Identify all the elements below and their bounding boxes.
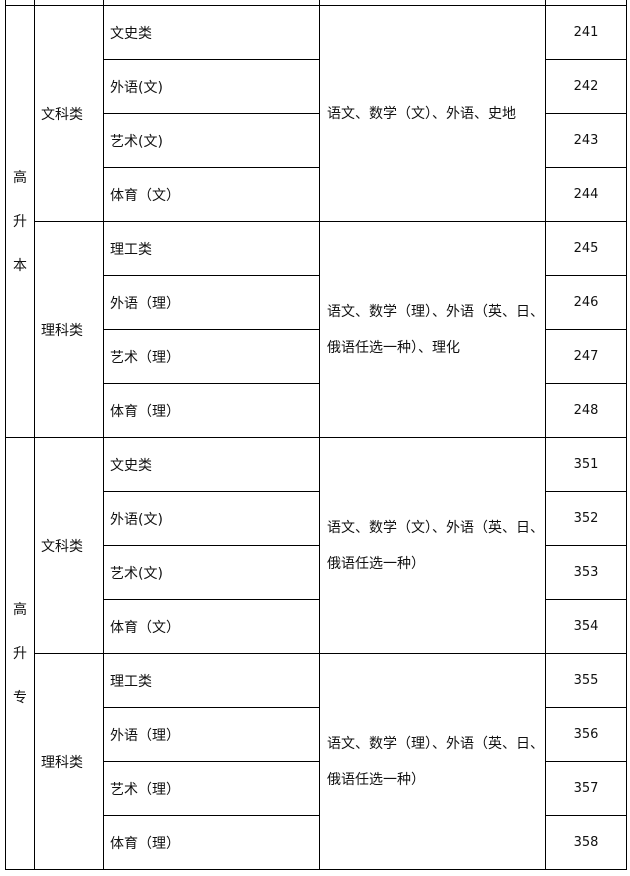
table-row: 外语(文) 352 [6,491,627,546]
major-cell: 外语（理） [103,707,320,762]
table-row: 体育（文） 354 [6,599,627,654]
level-char: 升 [13,645,27,662]
code-cell: 246 [545,275,627,330]
subjects-cell: 语文、数学（文）、外语（英、日、俄语任选一种） [319,437,546,654]
table-row: 艺术（理） 357 [6,761,627,816]
table-row: 理科类 理工类 语文、数学（理）、外语（英、日、俄语任选一种）、理化 245 [6,221,627,438]
major-cell: 体育（文） [103,167,320,222]
code-cell: 241 [545,5,627,60]
major-cell: 艺术(文) [103,545,320,600]
level-char: 升 [13,213,27,230]
category-cell: 文科类 [34,437,104,654]
code-cell: 353 [545,545,627,600]
major-cell: 体育（理） [103,815,320,870]
major-cell: 体育（文） [103,599,320,654]
table-row: 高升本文科类 文史类 语文、数学（文）、外语、史地 241 [5,5,627,438]
major-cell: 体育（理） [103,383,320,438]
code-cell: 242 [545,59,627,114]
major-cell: 理工类 [103,221,320,276]
code-cell: 244 [545,167,627,222]
exam-category-table: 高升本文科类 文史类 语文、数学（文）、外语、史地 241 外语(文) 242 艺术(文) 2… [5,0,627,870]
level-char: 高 [13,169,27,186]
table-row: 外语（理） 356 [6,707,627,762]
level-cell: 高升专 [5,437,35,870]
major-cell: 外语(文) [103,59,320,114]
code-cell: 356 [545,707,627,762]
table-row: 体育（文） 244 [6,167,627,222]
table-row: 理科类 理工类 语文、数学（理）、外语（英、日、俄语任选一种） 355 [6,653,627,870]
major-cell: 艺术（理） [103,329,320,384]
code-cell: 247 [545,329,627,384]
level-char: 本 [13,257,27,274]
level-char: 高 [13,601,27,618]
code-cell: 351 [545,437,627,492]
subjects-cell: 语文、数学（理）、外语（英、日、俄语任选一种）、理化 [319,221,546,438]
code-cell: 243 [545,113,627,168]
table-row: 体育（理） 248 [6,383,627,438]
table-row: 外语（理） 246 [6,275,627,330]
code-cell: 354 [545,599,627,654]
major-cell: 理工类 [103,653,320,708]
major-cell: 外语(文) [103,491,320,546]
level-cell: 高升本 [5,5,35,438]
level-char: 专 [13,689,27,706]
table-row: 艺术（理） 247 [6,329,627,384]
table-row: 体育（理） 358 [6,815,627,870]
code-cell: 355 [545,653,627,708]
code-cell: 357 [545,761,627,816]
major-cell: 文史类 [103,5,320,60]
major-cell: 艺术（理） [103,761,320,816]
code-cell: 352 [545,491,627,546]
category-cell: 理科类 [34,653,104,870]
subjects-cell: 语文、数学（文）、外语、史地 [319,5,546,222]
code-cell: 245 [545,221,627,276]
category-cell: 理科类 [34,221,104,438]
major-cell: 艺术(文) [103,113,320,168]
code-cell: 248 [545,383,627,438]
table-row: 艺术(文) 353 [6,545,627,600]
major-cell: 外语（理） [103,275,320,330]
major-cell: 文史类 [103,437,320,492]
table-row: 高升专文科类 文史类 语文、数学（文）、外语（英、日、俄语任选一种） 351 [5,437,627,870]
category-cell: 文科类 [34,5,104,222]
subjects-cell: 语文、数学（理）、外语（英、日、俄语任选一种） [319,653,546,870]
table-row: 艺术(文) 243 [6,113,627,168]
code-cell: 358 [545,815,627,870]
